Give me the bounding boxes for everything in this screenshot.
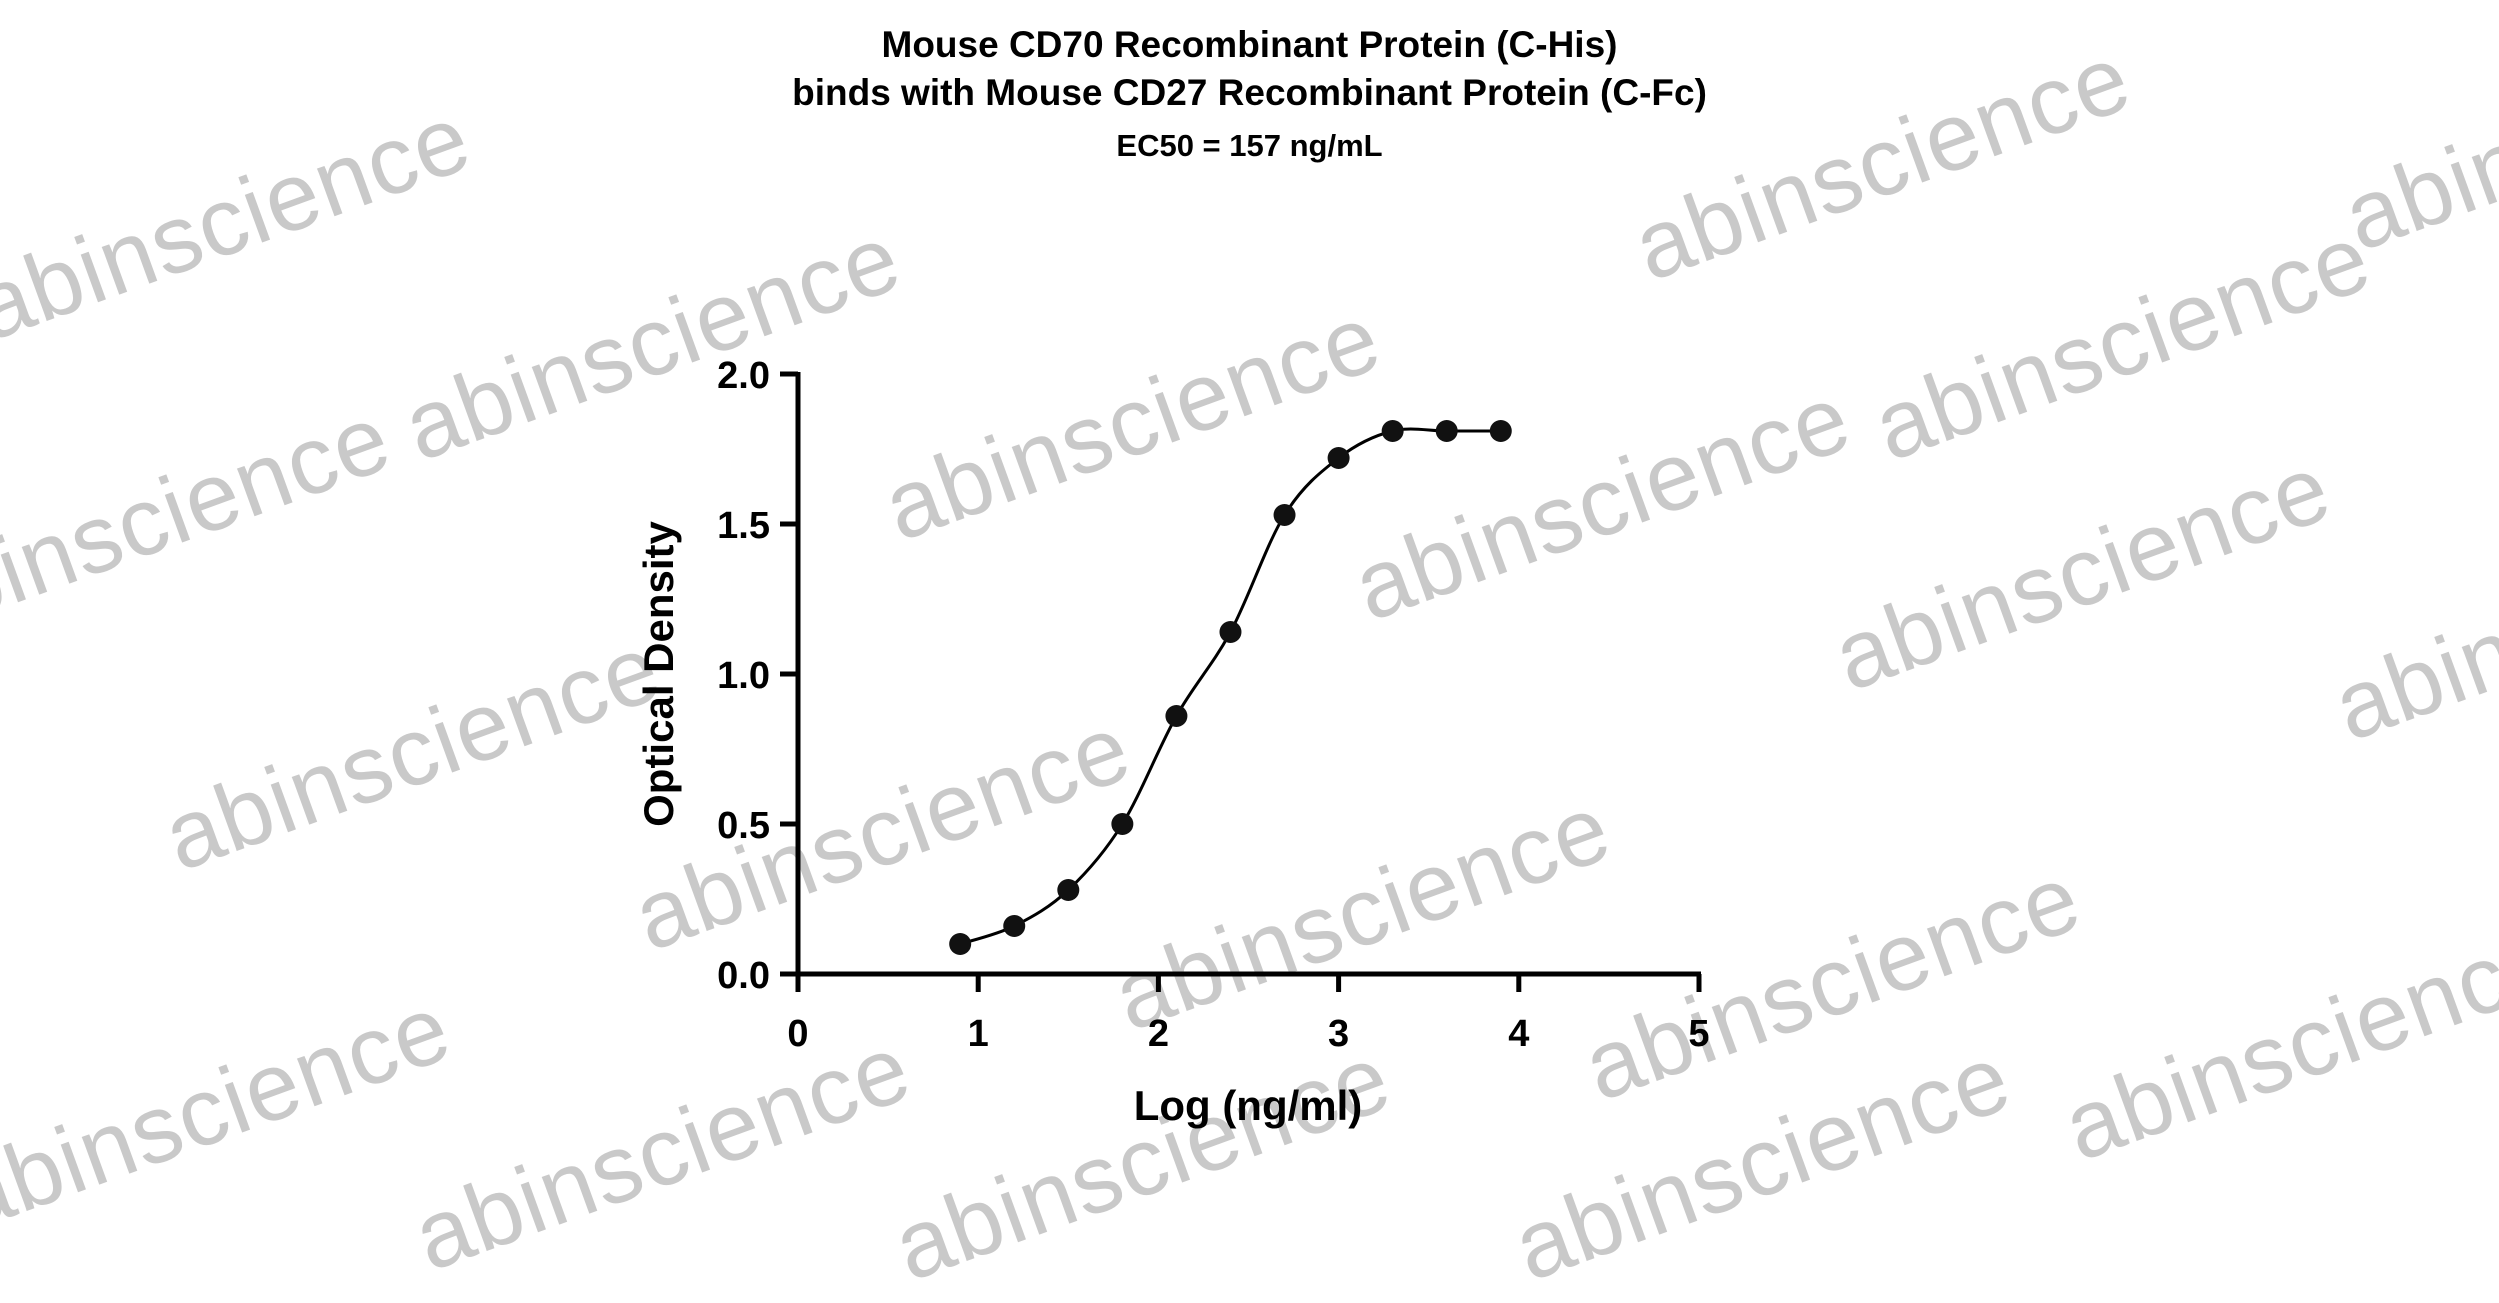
x-tick-label: 4 [1508,1013,1529,1055]
x-tick-label: 3 [1328,1013,1349,1055]
data-point [1219,621,1242,643]
data-point [1435,420,1458,442]
data-point [1327,447,1350,469]
axes: 0 1 2 3 4 5 0.0 0.5 1.0 1.5 2.0 [717,355,1709,1055]
data-point [1111,813,1134,835]
data-points-layer [949,420,1512,955]
y-tick-label: 0.5 [717,805,770,847]
fit-curve-layer [959,427,1501,946]
data-point [1489,420,1512,442]
x-tick-label: 1 [968,1013,989,1055]
chart-title-line-2: binds with Mouse CD27 Recombinant Protei… [792,72,1707,113]
x-tick-label: 5 [1688,1013,1709,1055]
chart-plot: 0 1 2 3 4 5 0.0 0.5 1.0 1.5 2.0 Log (ng/ml) Optica… [635,355,1710,1129]
x-tick-label: 2 [1148,1013,1169,1055]
data-point [1273,504,1296,526]
data-point [1165,705,1188,727]
x-tick-label: 0 [787,1013,808,1055]
data-point [1381,420,1404,442]
y-tick-label: 1.5 [717,505,770,547]
y-tick-label: 1.0 [717,655,770,697]
y-axis-label: Optical Density [635,520,682,826]
fit-curve [959,427,1501,946]
data-point [1003,915,1026,937]
y-tick-label: 0.0 [717,955,770,997]
x-axis-label: Log (ng/ml) [1134,1082,1363,1129]
data-point [949,933,972,955]
chart-title-line-1: Mouse CD70 Recombinant Protein (C-His) [881,24,1618,65]
y-tick-label: 2.0 [717,355,770,397]
chart-subtitle-ec50: EC50 = 157 ng/mL [1116,128,1383,163]
data-point [1057,879,1080,901]
